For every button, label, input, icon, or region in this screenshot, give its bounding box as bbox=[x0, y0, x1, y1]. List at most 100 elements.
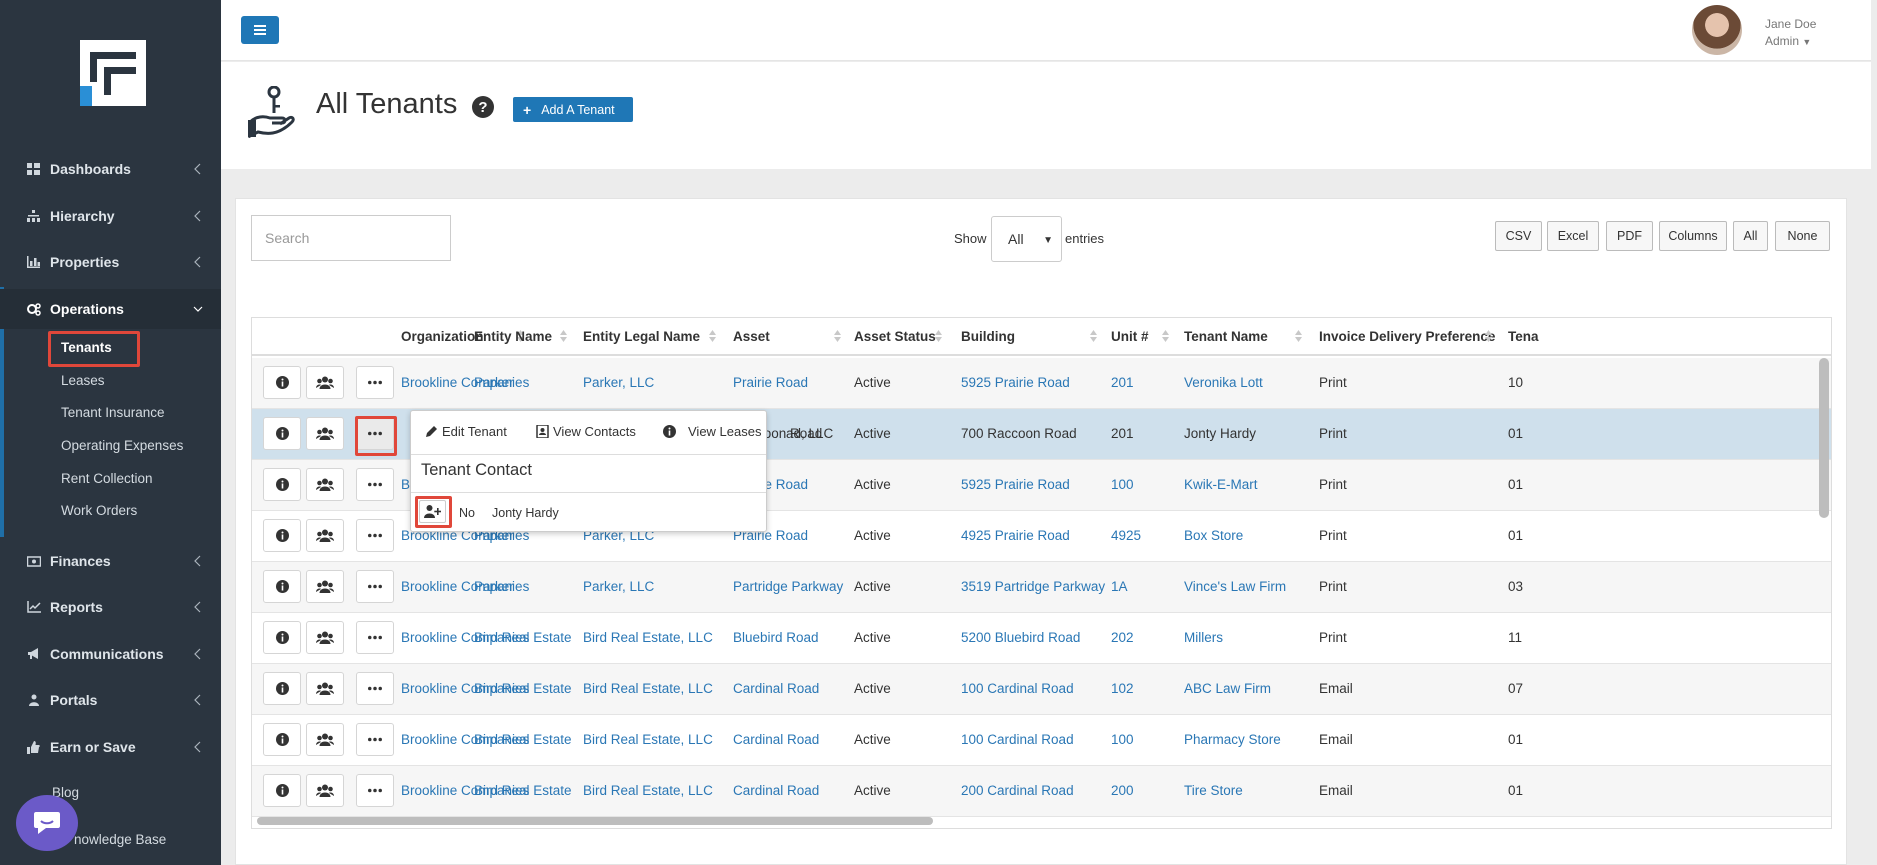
more-actions-button[interactable] bbox=[356, 672, 394, 705]
cell-entity-name[interactable]: Bird Real Estate bbox=[474, 681, 572, 696]
cell-entity-name[interactable]: Parker bbox=[474, 579, 514, 594]
column-header-asset[interactable]: Asset bbox=[733, 329, 770, 344]
cell-organization[interactable]: Brookline Companies bbox=[401, 630, 530, 645]
cell-organization[interactable]: Brookline Companies bbox=[401, 375, 530, 390]
cell-tenant-name[interactable]: Jonty Hardy bbox=[1184, 426, 1257, 441]
cell-organization[interactable]: Brookline Companies bbox=[401, 732, 530, 747]
cell-tenant-name[interactable]: Box Store bbox=[1184, 528, 1244, 543]
sort-icon[interactable] bbox=[1089, 329, 1098, 343]
table-row[interactable]: Brookline Companies Bird Real Estate Bird … bbox=[252, 613, 1831, 664]
more-actions-button[interactable] bbox=[356, 468, 394, 501]
view-contacts-link[interactable]: View Contacts bbox=[536, 424, 636, 439]
more-actions-button[interactable] bbox=[356, 366, 394, 399]
info-button[interactable] bbox=[263, 519, 301, 552]
column-header-entity-legal-name[interactable]: Entity Legal Name bbox=[583, 329, 701, 344]
more-actions-button[interactable] bbox=[356, 570, 394, 603]
sort-icon[interactable] bbox=[1484, 329, 1493, 343]
more-actions-button[interactable] bbox=[356, 621, 394, 654]
search-input[interactable]: Search bbox=[251, 215, 451, 261]
table-row[interactable]: Brookline Companies Parker Parker, LLC Prai… bbox=[252, 358, 1831, 409]
cell-entity-legal-name[interactable]: Bird Real Estate, LLC bbox=[583, 783, 713, 798]
column-header-entity-name[interactable]: Entity Name bbox=[474, 329, 553, 344]
cell-building[interactable]: 100 Cardinal Road bbox=[961, 732, 1074, 747]
info-button[interactable] bbox=[263, 417, 301, 450]
column-header-organization[interactable]: Organization bbox=[401, 329, 484, 344]
chat-bubble-button[interactable] bbox=[16, 795, 78, 851]
sort-icon[interactable] bbox=[708, 329, 717, 343]
info-button[interactable] bbox=[263, 366, 301, 399]
cell-building[interactable]: 5925 Prairie Road bbox=[961, 375, 1070, 390]
edit-tenant-link[interactable]: Edit Tenant bbox=[425, 424, 507, 439]
sidebar-subitem-tenant-insurance[interactable]: Tenant Insurance bbox=[61, 405, 165, 420]
cell-organization[interactable]: Brookline Companies bbox=[401, 783, 530, 798]
cell-organization[interactable]: B bbox=[401, 477, 411, 492]
cell-entity-legal-name[interactable]: Parker, LLC bbox=[583, 375, 655, 390]
column-header-asset-status[interactable]: Asset Status bbox=[854, 329, 936, 344]
sidebar-subitem-rent-collection[interactable]: Rent Collection bbox=[61, 471, 153, 486]
add-contact-button[interactable] bbox=[419, 500, 446, 523]
cell-entity-legal-name[interactable]: ad, LLC bbox=[786, 426, 834, 441]
add-tenant-button[interactable]: + Add A Tenant bbox=[513, 97, 633, 122]
more-actions-button[interactable] bbox=[356, 723, 394, 756]
cell-entity-name[interactable]: Bird Real Estate bbox=[474, 732, 572, 747]
avatar[interactable] bbox=[1692, 5, 1742, 55]
view-leases-link[interactable]: View Leases bbox=[663, 424, 761, 439]
horizontal-scrollbar[interactable] bbox=[257, 817, 933, 825]
pdf-button[interactable]: PDF bbox=[1606, 221, 1653, 251]
contacts-button[interactable] bbox=[306, 672, 344, 705]
cell-unit[interactable]: 202 bbox=[1111, 630, 1134, 645]
show-all-button[interactable]: All bbox=[1733, 221, 1768, 251]
cell-tenant-name[interactable]: Vince's Law Firm bbox=[1184, 579, 1287, 594]
cell-building[interactable]: 200 Cardinal Road bbox=[961, 783, 1074, 798]
cell-tenant-name[interactable]: Millers bbox=[1184, 630, 1223, 645]
cell-unit[interactable]: 102 bbox=[1111, 681, 1134, 696]
contacts-button[interactable] bbox=[306, 621, 344, 654]
table-row[interactable]: Brookline Companies Bird Real Estate Bird … bbox=[252, 715, 1831, 766]
cell-unit[interactable]: 200 bbox=[1111, 783, 1134, 798]
column-header-tenant-extra[interactable]: Tena bbox=[1508, 329, 1539, 344]
sidebar-item-finances[interactable]: Finances bbox=[0, 541, 221, 581]
cell-tenant-name[interactable]: Pharmacy Store bbox=[1184, 732, 1281, 747]
sidebar-item-earn-or-save[interactable]: Earn or Save bbox=[0, 727, 221, 767]
sort-icon[interactable] bbox=[559, 329, 568, 343]
page-length-select[interactable]: All ▼ bbox=[991, 216, 1062, 262]
cell-entity-legal-name[interactable]: Bird Real Estate, LLC bbox=[583, 732, 713, 747]
cell-organization[interactable]: Brookline Companies bbox=[401, 579, 530, 594]
info-button[interactable] bbox=[263, 723, 301, 756]
cell-building[interactable]: 5200 Bluebird Road bbox=[961, 630, 1081, 645]
contacts-button[interactable] bbox=[306, 366, 344, 399]
cell-building[interactable]: 3519 Partridge Parkway bbox=[961, 579, 1106, 594]
cell-unit[interactable]: 100 bbox=[1111, 732, 1134, 747]
cell-unit[interactable]: 4925 bbox=[1111, 528, 1142, 543]
sidebar-item-properties[interactable]: Properties bbox=[0, 242, 221, 282]
sort-icon[interactable] bbox=[934, 329, 943, 343]
cell-entity-legal-name[interactable]: Parker, LLC bbox=[583, 579, 655, 594]
logo-icon[interactable] bbox=[80, 40, 146, 106]
info-button[interactable] bbox=[263, 468, 301, 501]
cell-entity-name[interactable]: Parker bbox=[474, 375, 514, 390]
contacts-button[interactable] bbox=[306, 417, 344, 450]
cell-tenant-name[interactable]: Veronika Lott bbox=[1184, 375, 1263, 390]
cell-tenant-name[interactable]: ABC Law Firm bbox=[1184, 681, 1272, 696]
info-button[interactable] bbox=[263, 672, 301, 705]
sort-icon[interactable] bbox=[1161, 329, 1170, 343]
column-header-building[interactable]: Building bbox=[961, 329, 1015, 344]
user-name[interactable]: Jane Doe bbox=[1765, 17, 1817, 31]
column-header-invoice-delivery-preference[interactable]: Invoice Delivery Preference bbox=[1319, 329, 1496, 344]
contacts-button[interactable] bbox=[306, 519, 344, 552]
user-role-dropdown[interactable]: Admin ▼ bbox=[1765, 34, 1811, 48]
column-header-tenant-name[interactable]: Tenant Name bbox=[1184, 329, 1268, 344]
sidebar-item-operations[interactable]: Operations bbox=[0, 289, 221, 329]
cell-unit[interactable]: 1A bbox=[1111, 579, 1128, 594]
menu-toggle-button[interactable] bbox=[241, 16, 279, 44]
table-row[interactable]: Brookline Companies Bird Real Estate Bird … bbox=[252, 766, 1831, 817]
cell-unit[interactable]: 201 bbox=[1111, 375, 1134, 390]
cell-entity-legal-name[interactable]: Bird Real Estate, LLC bbox=[583, 630, 713, 645]
contacts-button[interactable] bbox=[306, 468, 344, 501]
excel-button[interactable]: Excel bbox=[1547, 221, 1599, 251]
cell-asset[interactable]: Prairie Road bbox=[733, 375, 809, 390]
cell-asset[interactable]: Cardinal Road bbox=[733, 732, 820, 747]
sidebar-item-communications[interactable]: Communications bbox=[0, 634, 221, 674]
sort-icon[interactable] bbox=[516, 329, 525, 343]
sidebar-subitem-leases[interactable]: Leases bbox=[61, 373, 105, 388]
